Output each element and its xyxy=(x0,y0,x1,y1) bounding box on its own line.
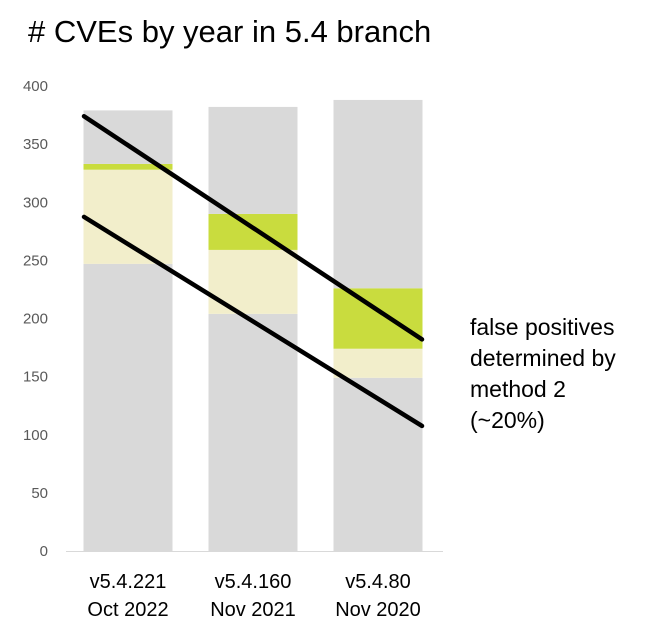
x-category-label: v5.4.221 xyxy=(90,571,167,593)
annotation-line: (~20%) xyxy=(470,407,545,433)
y-tick-label: 100 xyxy=(23,427,48,444)
y-tick-label: 150 xyxy=(23,369,48,386)
x-category-date: Oct 2022 xyxy=(87,599,168,621)
y-tick-label: 50 xyxy=(31,485,48,502)
bar-segment xyxy=(333,99,423,289)
y-tick-label: 0 xyxy=(40,543,48,560)
bar-segment xyxy=(83,163,173,170)
bar-segment xyxy=(83,263,173,551)
bar-segment xyxy=(333,288,423,349)
x-category-date: Nov 2021 xyxy=(210,599,296,621)
trend-line xyxy=(81,113,425,342)
y-tick-label: 300 xyxy=(23,194,48,211)
y-tick-label: 250 xyxy=(23,252,48,269)
bar-segment xyxy=(333,348,423,378)
bar-segment xyxy=(208,313,298,551)
annotation: false positives determined by method 2 (… xyxy=(470,312,616,436)
x-category-date: Nov 2020 xyxy=(335,599,421,621)
x-category-label: v5.4.160 xyxy=(215,571,292,593)
bar-segment xyxy=(208,213,298,250)
y-tick-label: 350 xyxy=(23,136,48,153)
annotation-line: false positives xyxy=(470,314,615,340)
annotation-line: method 2 xyxy=(470,376,566,402)
bar-segment xyxy=(333,377,423,551)
annotation-line: determined by xyxy=(470,345,616,371)
bar-segment xyxy=(208,106,298,214)
bar-segment xyxy=(83,110,173,164)
bar-segment xyxy=(83,169,173,264)
trend-line xyxy=(81,214,425,429)
x-category-label: v5.4.80 xyxy=(345,571,411,593)
chart-title: # CVEs by year in 5.4 branch xyxy=(28,14,432,49)
y-tick-label: 400 xyxy=(23,78,48,95)
y-tick-label: 200 xyxy=(23,311,48,328)
